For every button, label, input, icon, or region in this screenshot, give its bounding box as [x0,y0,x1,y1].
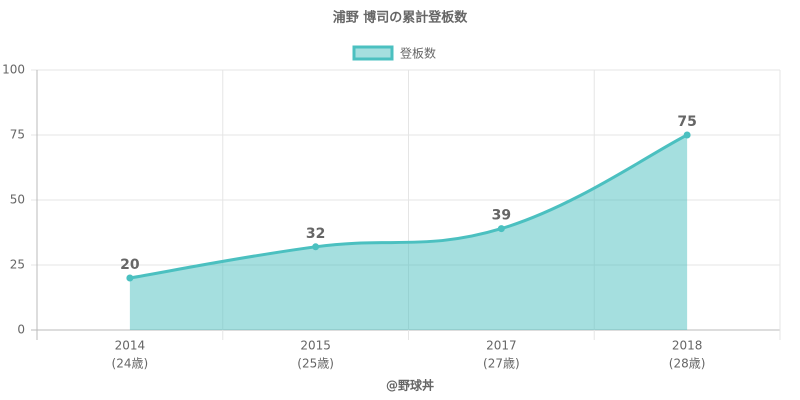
x-tick-sublabel: (25歳) [297,357,334,371]
x-tick-label: 2017 [486,339,517,353]
chart-title: 浦野 博司の累計登板数 [333,10,469,26]
y-tick-label: 100 [2,63,25,77]
area-fill [129,135,688,330]
value-label: 32 [306,226,325,242]
legend-swatch [352,45,394,61]
x-tick-label: 2014 [115,339,146,353]
x-tick-sublabel: (24歳) [112,357,149,371]
x-axis-title: @野球丼 [386,378,434,393]
y-tick-label: 50 [10,193,25,207]
x-tick-label: 2018 [672,339,703,353]
value-label: 20 [120,257,140,273]
point [683,131,691,139]
point [126,274,134,282]
x-tick-sublabel: (28歳) [669,357,706,371]
y-tick-label: 75 [10,128,25,142]
point [312,243,320,251]
x-tick-label: 2015 [300,339,331,353]
x-tick-sublabel: (27歳) [483,357,520,371]
value-label: 39 [492,208,511,224]
y-tick-label: 25 [10,258,25,272]
line [129,133,688,280]
y-tick-label: 0 [17,323,25,337]
point [497,225,505,233]
legend-label: 登板数 [400,46,436,61]
value-label: 75 [677,114,696,130]
